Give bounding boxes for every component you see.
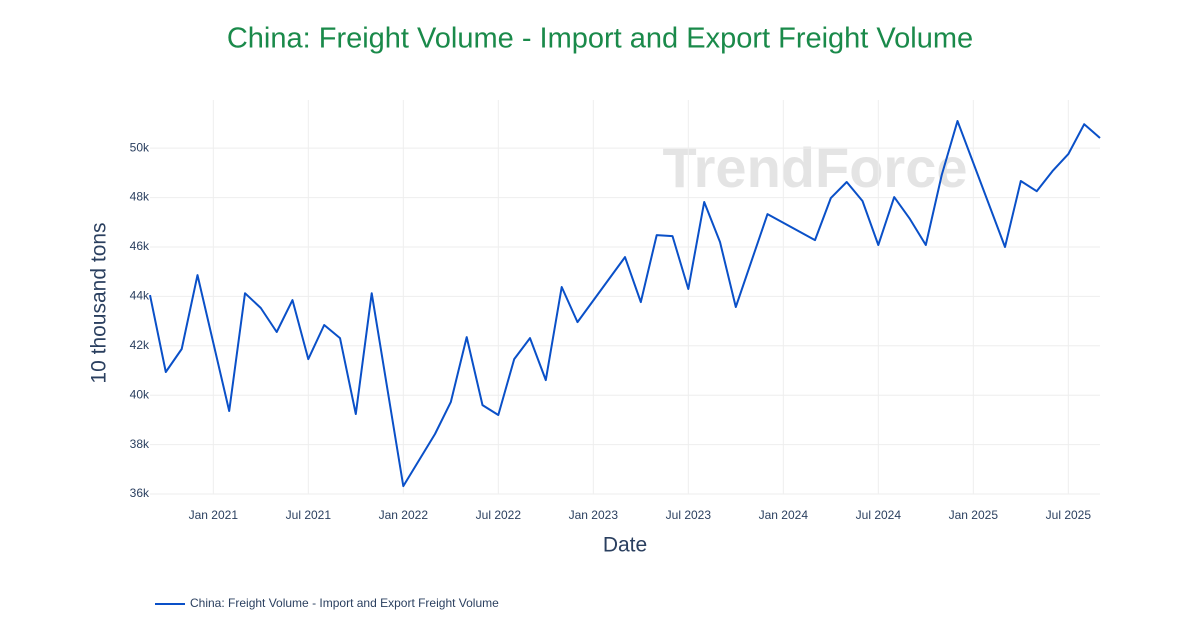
y-tick-label: 50k [130,140,150,154]
y-tick-label: 36k [130,486,150,500]
y-tick-label: 48k [130,190,150,204]
x-tick-label: Jan 2021 [189,508,239,522]
x-tick-label: Jan 2022 [379,508,429,522]
x-tick-label: Jul 2024 [856,508,902,522]
y-axis-title: 10 thousand tons [88,222,111,383]
x-axis-title: Date [603,534,647,557]
y-tick-label: 42k [130,338,150,352]
x-tick-label: Jul 2023 [666,508,712,522]
x-tick-label: Jan 2025 [949,508,999,522]
watermark: TrendForce [663,136,968,199]
x-tick-label: Jul 2022 [476,508,522,522]
y-tick-label: 46k [130,239,150,253]
grid [150,100,1100,495]
y-tick-label: 44k [130,289,150,303]
chart-title: China: Freight Volume - Import and Expor… [227,23,973,55]
x-tick-label: Jan 2023 [569,508,619,522]
y-tick-label: 40k [130,387,150,401]
x-tick-label: Jul 2021 [286,508,332,522]
x-tick-label: Jan 2024 [759,508,809,522]
data-line [149,120,1101,488]
x-tick-label: Jul 2025 [1046,508,1092,522]
y-tick-label: 38k [130,437,150,451]
legend-label: China: Freight Volume - Import and Expor… [190,596,499,610]
